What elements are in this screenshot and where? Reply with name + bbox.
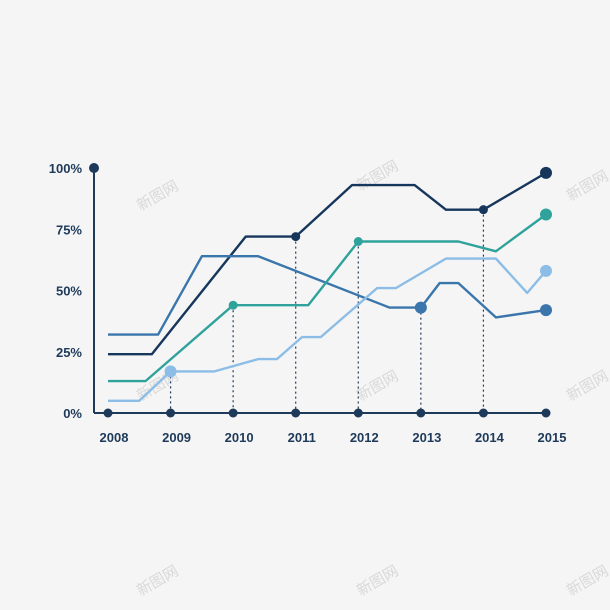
x-axis-tick-dot — [228, 408, 238, 418]
watermark-text: 新图网 — [354, 157, 402, 195]
x-tick-label: 2011 — [288, 430, 316, 445]
watermark-text: 新图网 — [354, 562, 402, 600]
x-tick-label: 2010 — [225, 430, 254, 445]
series-1 — [108, 166, 552, 356]
tick-labels: 100% 75% 50% 25% 0% 2008 2009 2010 2011 2012 2013 2… — [49, 161, 567, 445]
series-point — [228, 300, 238, 310]
y-axis-end-dot — [89, 163, 99, 173]
series-point — [540, 264, 552, 277]
x-tick-label: 2012 — [350, 430, 379, 445]
axes — [89, 163, 551, 418]
series-3 — [108, 208, 552, 383]
y-tick-label: 25% — [56, 345, 82, 360]
y-tick-label: 100% — [49, 161, 83, 176]
y-tick-label: 75% — [56, 222, 82, 237]
x-tick-label: 2014 — [475, 430, 505, 445]
drop-lines — [169, 209, 485, 413]
x-axis-tick-dot — [291, 408, 301, 418]
series-line — [108, 213, 547, 383]
watermark-text: 新图网 — [564, 167, 610, 205]
watermark-text: 新图网 — [564, 562, 610, 600]
x-axis-tick-dot — [166, 408, 176, 418]
series-layer — [108, 166, 552, 402]
series-line — [108, 255, 547, 336]
series-point — [164, 365, 177, 378]
series-4 — [108, 257, 552, 402]
series-point — [353, 237, 363, 246]
watermark-text: 新图网 — [134, 562, 182, 600]
series-point — [291, 232, 301, 242]
series-point — [540, 208, 552, 221]
x-axis-tick-dot — [103, 408, 113, 418]
y-tick-label: 50% — [56, 284, 82, 299]
series-point — [540, 304, 552, 317]
x-axis-tick-dot — [416, 408, 426, 418]
x-tick-label: 2009 — [162, 430, 191, 445]
watermark-text: 新图网 — [134, 177, 182, 215]
series-2 — [108, 255, 552, 336]
x-tick-label: 2015 — [538, 430, 567, 445]
x-tick-label: 2008 — [100, 430, 129, 445]
x-axis-tick-dot — [541, 408, 551, 418]
series-line — [108, 257, 547, 402]
watermark-text: 新图网 — [354, 367, 402, 405]
x-tick-label: 2013 — [412, 430, 441, 445]
y-tick-label: 0% — [63, 406, 82, 421]
x-axis-tick-dot — [478, 408, 488, 418]
series-line — [108, 171, 547, 356]
watermark-text: 新图网 — [564, 367, 610, 405]
series-point — [414, 301, 427, 314]
series-point — [478, 205, 488, 215]
series-point — [540, 166, 552, 179]
x-axis-tick-dot — [353, 408, 363, 418]
